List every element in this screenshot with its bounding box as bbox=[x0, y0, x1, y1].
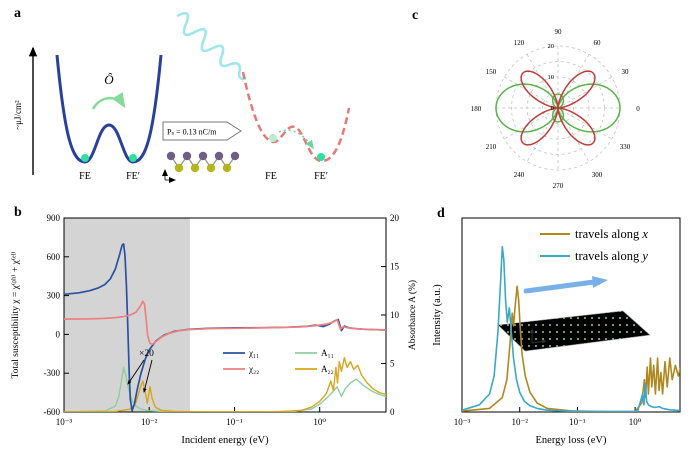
xlabel-b: Incident energy (eV) bbox=[181, 435, 269, 446]
series-along-x bbox=[462, 285, 680, 412]
transfer-dotted-arrow bbox=[278, 129, 314, 150]
svg-text:10⁻²: 10⁻² bbox=[511, 417, 528, 427]
panel-d-label: d bbox=[437, 206, 445, 221]
svg-text:10: 10 bbox=[390, 310, 400, 320]
svg-text:300: 300 bbox=[592, 171, 603, 179]
legend-label-along-y: travels along y bbox=[575, 249, 648, 263]
series-chi-11 bbox=[64, 243, 386, 412]
svg-text:270: 270 bbox=[553, 182, 564, 190]
svg-text:120: 120 bbox=[514, 39, 525, 47]
ytick-labels-right-b: 20 15 10 5 0 bbox=[390, 213, 400, 417]
polar-series-red-diagonal bbox=[520, 70, 596, 146]
svg-text:900: 900 bbox=[47, 213, 61, 223]
polar-series-green-horizontal bbox=[495, 83, 621, 133]
svg-text:0: 0 bbox=[551, 105, 554, 112]
legend-label-a11: A₁₁ bbox=[321, 348, 334, 358]
legend-d: travels along x travels along y bbox=[540, 227, 648, 263]
xtick-labels-d: 10⁻³ 10⁻² 10⁻¹ 10⁰ bbox=[454, 417, 642, 427]
well-label-fe-right: FE bbox=[265, 171, 277, 182]
svg-text:0: 0 bbox=[390, 407, 395, 417]
panel-b-canvas: 900 600 300 0 -300 -600 20 15 10 5 0 10⁻… bbox=[10, 213, 418, 446]
legend-label-a22: A₂₂ bbox=[321, 364, 334, 374]
svg-text:10⁻³: 10⁻³ bbox=[454, 417, 471, 427]
well-label-fe-prime-right: FE′ bbox=[314, 171, 328, 182]
operator-symbol: Ô bbox=[104, 72, 114, 87]
well-label-fe-prime-left: FE′ bbox=[126, 171, 140, 182]
svg-text:300: 300 bbox=[47, 291, 61, 301]
xtick-labels-b: 10⁻³ 10⁻² 10⁻¹ 10⁰ bbox=[56, 417, 327, 427]
excited-well-dot bbox=[317, 153, 325, 161]
polarization-arrow-banner bbox=[162, 121, 242, 141]
energy-axis-label: ~μJ/cm² bbox=[13, 100, 23, 130]
panel-c-canvas: 0 30 60 90 120 150 180 210 240 270 300 3… bbox=[471, 28, 641, 190]
svg-text:20: 20 bbox=[390, 213, 400, 223]
excited-well-dot-faint bbox=[269, 134, 277, 142]
svg-text:30: 30 bbox=[622, 68, 630, 76]
svg-text:5: 5 bbox=[390, 359, 395, 369]
panel-c-label: c bbox=[412, 8, 419, 23]
svg-text:15: 15 bbox=[390, 262, 400, 272]
ylabel-left-b: Total susceptibility χ = χ⁽ᵖʰ⁾ + χ⁽ᵉˡ⁾ bbox=[10, 251, 21, 378]
inset-axes-icon bbox=[162, 169, 176, 183]
ground-well-dot-left bbox=[81, 154, 89, 162]
series-group-b bbox=[64, 243, 386, 412]
well-label-fe-left: FE bbox=[79, 171, 91, 182]
svg-text:0: 0 bbox=[636, 105, 640, 113]
svg-text:150: 150 bbox=[486, 68, 497, 76]
ylabel-d: Intensity (a.u.) bbox=[432, 284, 443, 346]
svg-text:210: 210 bbox=[486, 143, 497, 151]
series-along-y bbox=[462, 245, 680, 412]
svg-text:10⁻²: 10⁻² bbox=[141, 417, 158, 427]
panel-a-label: a bbox=[14, 6, 21, 21]
polarization-value: Pₛ = 0.13 nC/m bbox=[167, 128, 217, 137]
times20-arrows bbox=[127, 359, 153, 393]
ground-potential-curve bbox=[55, 54, 163, 164]
svg-text:240: 240 bbox=[514, 171, 525, 179]
light-pulse bbox=[176, 11, 247, 81]
panel-b-label: b bbox=[14, 205, 22, 220]
excited-potential-curve bbox=[241, 71, 351, 163]
svg-text:10⁰: 10⁰ bbox=[313, 417, 326, 427]
polarization-inset: Pₛ = 0.13 nC/m bbox=[162, 121, 242, 183]
svg-text:10: 10 bbox=[548, 74, 555, 81]
svg-text:90: 90 bbox=[555, 28, 563, 36]
svg-text:600: 600 bbox=[47, 252, 61, 262]
legend-label-chi22: χ₂₂ bbox=[248, 364, 259, 374]
svg-text:10⁻¹: 10⁻¹ bbox=[569, 417, 586, 427]
inset-axes-icon-d bbox=[530, 328, 547, 344]
svg-text:10⁻¹: 10⁻¹ bbox=[226, 417, 243, 427]
svg-text:0: 0 bbox=[56, 329, 61, 339]
crystal-atoms-purple bbox=[166, 151, 240, 161]
svg-text:180: 180 bbox=[471, 105, 482, 113]
svg-text:-600: -600 bbox=[44, 407, 61, 417]
legend-b: χ₁₁ χ₂₂ A₁₁ A₂₂ bbox=[223, 348, 334, 374]
sample-inset-d bbox=[497, 276, 651, 352]
series-group-d bbox=[462, 245, 680, 412]
svg-text:330: 330 bbox=[620, 143, 631, 151]
ytick-labels-left-b: 900 600 300 0 -300 -600 bbox=[44, 213, 61, 417]
svg-text:-300: -300 bbox=[44, 368, 61, 378]
svg-text:10⁰: 10⁰ bbox=[629, 417, 642, 427]
beam-arrow bbox=[523, 279, 597, 294]
times20-annotation: ×20 bbox=[139, 349, 154, 359]
crystal-atoms-yellow bbox=[174, 163, 232, 173]
svg-text:60: 60 bbox=[594, 39, 602, 47]
slab-pattern bbox=[498, 311, 650, 351]
xlabel-d: Energy loss (eV) bbox=[536, 435, 607, 446]
panel-a-canvas: ~μJ/cm² Ô FE FE′ FE FE′ Pₛ = 0.13 nC/m bbox=[13, 11, 351, 183]
ylabel-right-b: Absorbance A (%) bbox=[407, 280, 418, 350]
legend-label-along-x: travels along x bbox=[575, 227, 648, 241]
polar-angle-labels: 0 30 60 90 120 150 180 210 240 270 300 3… bbox=[471, 28, 641, 190]
svg-text:10⁻³: 10⁻³ bbox=[56, 417, 73, 427]
ground-well-dot-right bbox=[129, 154, 137, 162]
svg-text:20: 20 bbox=[548, 43, 555, 50]
switch-arrow bbox=[91, 92, 126, 110]
panel-d-canvas: 10⁻³ 10⁻² 10⁻¹ 10⁰ Energy loss (eV) Inte… bbox=[432, 217, 681, 446]
series-chi-22 bbox=[64, 300, 386, 345]
beam-arrowhead bbox=[592, 276, 608, 288]
polar-radial-labels: 0 10 20 bbox=[548, 43, 555, 112]
legend-label-chi11: χ₁₁ bbox=[248, 348, 259, 358]
